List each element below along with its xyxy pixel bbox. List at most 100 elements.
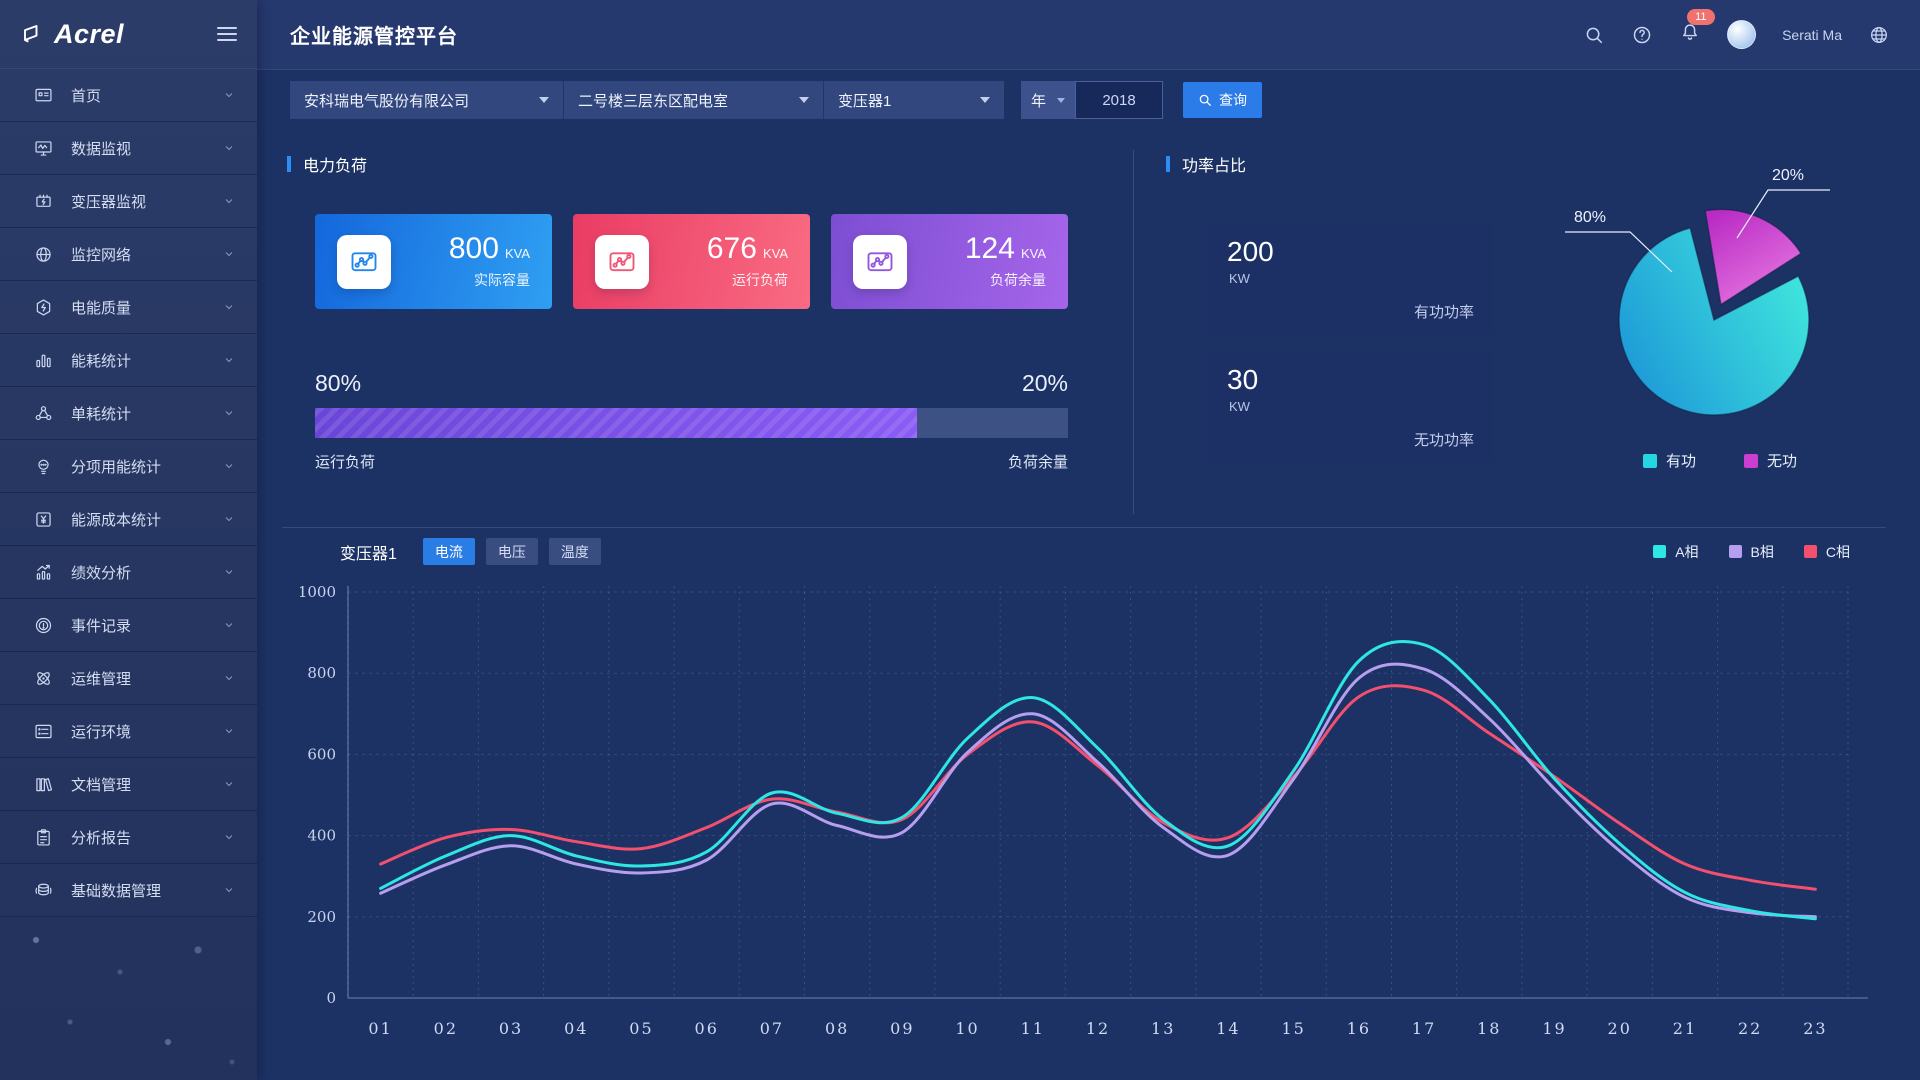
sidebar-item-report[interactable]: 分析报告 (0, 811, 257, 864)
sidebar-item-event-log[interactable]: 事件记录 (0, 599, 257, 652)
svg-text:20: 20 (1608, 1019, 1632, 1038)
books-icon (36, 777, 53, 791)
tab-current[interactable]: 电流 (422, 538, 475, 565)
legend-phase-a[interactable]: A相 (1653, 542, 1699, 562)
svg-text:10: 10 (955, 1019, 979, 1038)
alert-circle-icon (35, 617, 52, 633)
station-dropdown[interactable]: 二号楼三层东区配电室 (563, 81, 823, 119)
chevron-down-icon (225, 252, 233, 257)
running-load-value: 676 (706, 231, 757, 265)
globe-language-icon[interactable] (1868, 24, 1890, 46)
running-load-card[interactable]: 676 KVA 运行负荷 (573, 214, 810, 309)
legend-swatch-phase-a (1653, 545, 1667, 558)
vertical-divider (1133, 150, 1134, 514)
chevron-down-icon (225, 305, 233, 310)
transformer-chart-header: 变压器1 电流 电压 温度 A相 B相 C相 (340, 538, 1850, 565)
capacity-card[interactable]: 800 KVA 实际容量 (315, 214, 552, 309)
sidebar-item-network[interactable]: 监控网络 (0, 228, 257, 281)
chevron-down-icon (225, 835, 233, 840)
svg-text:0: 0 (326, 989, 336, 1007)
load-margin-value: 124 (964, 231, 1015, 265)
brand-logo[interactable]: Acrel (20, 19, 124, 50)
transformer-line-chart[interactable]: 0 200 400 600 800 1000 01 02 03 04 05 06 07 08 09 10 11 1… (300, 576, 1896, 1048)
chevron-down-icon (225, 676, 233, 681)
chevron-down-icon (225, 411, 233, 416)
svg-text:22: 22 (1738, 1019, 1762, 1038)
search-icon[interactable] (1583, 24, 1605, 46)
filter-bar: 安科瑞电气股份有限公司 二号楼三层东区配电室 变压器1 年 查询 (290, 81, 1262, 119)
caret-down-icon (1057, 97, 1065, 103)
year-input[interactable] (1075, 81, 1163, 119)
query-button[interactable]: 查询 (1183, 82, 1262, 118)
company-dropdown[interactable]: 安科瑞电气股份有限公司 (290, 81, 563, 119)
reactive-power-label: 无功功率 (1413, 432, 1474, 449)
sidebar-item-unit-consumption[interactable]: 单耗统计 (0, 387, 257, 440)
user-name[interactable]: Serati Ma (1782, 26, 1842, 43)
running-load-label: 运行负荷 (732, 271, 788, 288)
sidebar-item-base-data[interactable]: 基础数据管理 (0, 864, 257, 917)
sidebar-item-energy-cost[interactable]: 能源成本统计 (0, 493, 257, 546)
notifications[interactable]: 11 (1679, 9, 1715, 48)
free-label: 负荷余量 (1007, 454, 1068, 471)
sidebar-item-energy-stats[interactable]: 能耗统计 (0, 334, 257, 387)
device-dropdown[interactable]: 变压器1 (823, 81, 1004, 119)
svg-text:600: 600 (307, 745, 336, 763)
load-margin-label: 负荷余量 (990, 271, 1046, 288)
top-header: 企业能源管控平台 11 Serati Ma (257, 0, 1920, 70)
reactive-power-card[interactable]: 30 KW 无功功率 (1207, 350, 1494, 462)
svg-text:11: 11 (1021, 1019, 1045, 1038)
load-margin-card[interactable]: 124 KVA 负荷余量 (831, 214, 1068, 309)
sidebar-item-environment[interactable]: 运行环境 (0, 705, 257, 758)
svg-text:04: 04 (564, 1019, 588, 1038)
avatar[interactable] (1727, 20, 1757, 49)
svg-text:15: 15 (1281, 1019, 1305, 1038)
active-power-card[interactable]: 200 KW 有功功率 (1207, 222, 1494, 334)
pie-callout-20: 20% (1772, 167, 1804, 184)
accent-bar (1166, 156, 1170, 172)
accent-bar (287, 156, 291, 172)
legend-active[interactable]: 有功 (1642, 450, 1696, 471)
svg-text:07: 07 (760, 1019, 784, 1038)
transformer-icon (36, 194, 51, 207)
legend-phase-b[interactable]: B相 (1728, 542, 1774, 562)
chevron-down-icon (225, 464, 233, 469)
bar-chart-icon (36, 354, 51, 367)
tab-voltage[interactable]: 电压 (485, 538, 538, 565)
sidebar-item-sub-item-energy[interactable]: 分项用能统计 (0, 440, 257, 493)
free-percent: 20% (1021, 370, 1068, 396)
period-dropdown[interactable]: 年 (1021, 81, 1075, 119)
chevron-down-icon (225, 517, 233, 522)
network-globe-icon (36, 246, 51, 262)
tab-temperature[interactable]: 温度 (548, 538, 601, 565)
chevron-down-icon (225, 358, 233, 363)
sidebar-item-ops-management[interactable]: 运维管理 (0, 652, 257, 705)
sidebar-item-home[interactable]: 首页 (0, 69, 257, 122)
sidebar-item-documents[interactable]: 文档管理 (0, 758, 257, 811)
help-icon[interactable] (1631, 24, 1653, 46)
bell-icon (1683, 24, 1698, 40)
menu-toggle-icon[interactable] (217, 23, 237, 45)
search-icon (1199, 94, 1211, 106)
svg-text:800: 800 (307, 664, 336, 682)
svg-text:16: 16 (1347, 1019, 1371, 1038)
legend-reactive[interactable]: 无功 (1744, 450, 1797, 471)
sidebar-item-power-quality[interactable]: 电能质量 (0, 281, 257, 334)
power-load-cards: 800 KVA 实际容量 676 KVA 运行负荷 124 KVA 负荷余量 (315, 214, 1068, 309)
legend-phase-c[interactable]: C相 (1803, 542, 1850, 562)
svg-text:05: 05 (629, 1019, 653, 1038)
chart-tabs: 电流 电压 温度 (422, 538, 601, 565)
power-ratio-pie-chart[interactable]: 80% 20% (1540, 150, 1900, 480)
yuan-cost-icon (36, 511, 51, 527)
used-percent: 80% (315, 370, 362, 396)
page-title: 企业能源管控平台 (290, 26, 458, 48)
acrel-logo-icon (24, 25, 38, 43)
nodes-icon (35, 405, 52, 420)
sidebar-header: Acrel (0, 0, 257, 69)
pie-legend: 有功 无功 (1540, 450, 1900, 471)
sidebar-item-transformer-monitor[interactable]: 变压器监视 (0, 175, 257, 228)
sidebar-item-data-monitor[interactable]: 数据监视 (0, 122, 257, 175)
sidebar-item-performance[interactable]: 绩效分析 (0, 546, 257, 599)
used-label: 运行负荷 (315, 454, 376, 471)
chart-badge-icon (853, 234, 907, 289)
svg-text:01: 01 (368, 1019, 392, 1038)
